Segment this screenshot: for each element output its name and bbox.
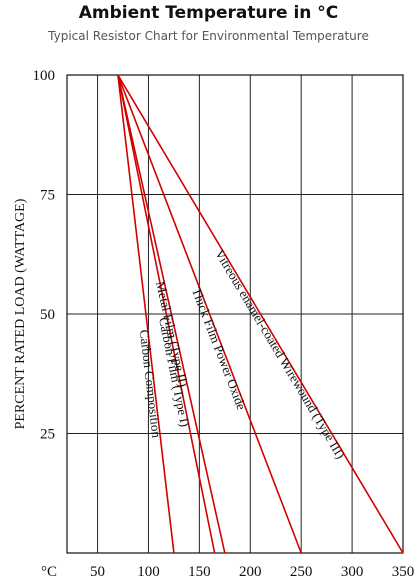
x-tick-label: 100 xyxy=(137,564,160,580)
y-tick-label: 75 xyxy=(40,188,55,204)
x-tick-label: 300 xyxy=(341,564,364,580)
chart-subtitle: Typical Resistor Chart for Environmental… xyxy=(48,29,369,43)
series-line xyxy=(117,74,226,554)
y-tick-label: 25 xyxy=(40,427,55,443)
y-axis-label: PERCENT RATED LOAD (WATTAGE) xyxy=(13,198,28,429)
y-tick-label: 100 xyxy=(33,68,56,84)
x-tick-label: 50 xyxy=(90,564,105,580)
plot-area: °C 50 100 150 200 250 300 350 25 50 75 100 PERCENT R… xyxy=(13,68,414,580)
x-tick-label: 350 xyxy=(392,564,415,580)
series-line xyxy=(117,74,216,554)
series-line xyxy=(117,74,302,554)
series-line xyxy=(117,74,404,554)
plot-frame xyxy=(66,74,404,554)
series-line xyxy=(117,74,175,554)
chart-title: Ambient Temperature in °C xyxy=(78,3,339,23)
y-tick-label: 50 xyxy=(40,307,55,323)
x-tick-label: 150 xyxy=(188,564,211,580)
x-tick-label: °C xyxy=(41,564,57,580)
x-tick-label: 250 xyxy=(290,564,313,580)
x-tick-label: 200 xyxy=(239,564,262,580)
